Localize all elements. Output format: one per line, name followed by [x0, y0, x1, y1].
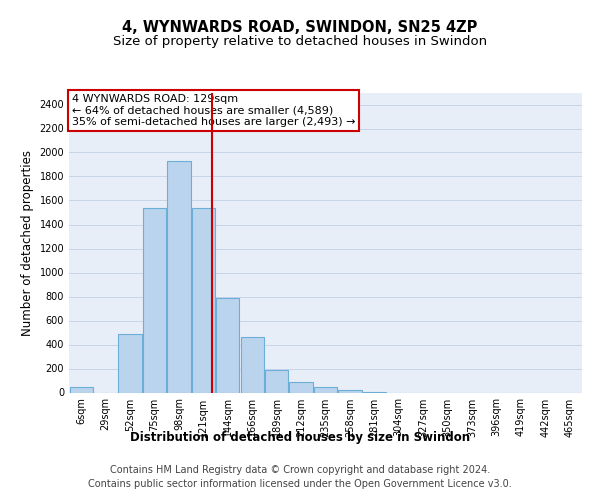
- Text: Size of property relative to detached houses in Swindon: Size of property relative to detached ho…: [113, 34, 487, 48]
- Bar: [216, 298, 239, 392]
- Bar: [289, 382, 313, 392]
- Bar: [143, 208, 166, 392]
- Bar: [314, 386, 337, 392]
- Text: 4, WYNWARDS ROAD, SWINDON, SN25 4ZP: 4, WYNWARDS ROAD, SWINDON, SN25 4ZP: [122, 20, 478, 35]
- Bar: [265, 370, 288, 392]
- Bar: [192, 208, 215, 392]
- Bar: [241, 338, 264, 392]
- Bar: [118, 334, 142, 392]
- Text: Contains HM Land Registry data © Crown copyright and database right 2024.: Contains HM Land Registry data © Crown c…: [110, 465, 490, 475]
- Text: Contains public sector information licensed under the Open Government Licence v3: Contains public sector information licen…: [88, 479, 512, 489]
- Bar: [167, 161, 191, 392]
- Y-axis label: Number of detached properties: Number of detached properties: [21, 150, 34, 336]
- Text: Distribution of detached houses by size in Swindon: Distribution of detached houses by size …: [130, 431, 470, 444]
- Text: 4 WYNWARDS ROAD: 129sqm
← 64% of detached houses are smaller (4,589)
35% of semi: 4 WYNWARDS ROAD: 129sqm ← 64% of detache…: [71, 94, 355, 127]
- Bar: [70, 386, 93, 392]
- Bar: [338, 390, 362, 392]
